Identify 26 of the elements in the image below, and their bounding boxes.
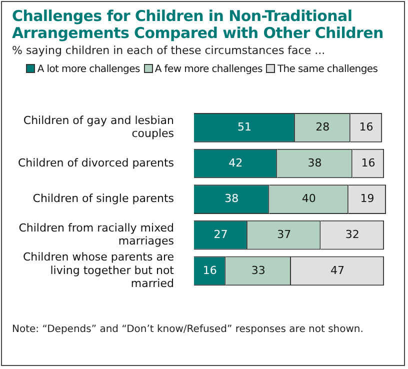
y-tick-label: Children from racially mixed marriages bbox=[18, 221, 174, 248]
data-label: 32 bbox=[345, 228, 360, 241]
chart-subtitle: % saying children in each of these circumstances face ... bbox=[12, 44, 326, 57]
data-label: 38 bbox=[308, 156, 322, 170]
data-label: 37 bbox=[277, 228, 292, 241]
text: Note: “Depends” and “Don’t know/Refused” responses are not shown. bbox=[12, 324, 364, 335]
data-label: 40 bbox=[302, 192, 316, 206]
data-label: 19 bbox=[360, 192, 374, 206]
data-label: 28 bbox=[316, 120, 330, 134]
y-tick-label: Children of gay and lesbian couples bbox=[23, 114, 174, 140]
y-tick-label: Children of divorced parents bbox=[18, 156, 174, 170]
data-label: 42 bbox=[228, 156, 243, 170]
data-label: 38 bbox=[224, 192, 239, 206]
data-label: 51 bbox=[237, 120, 252, 134]
y-tick-label: Children of single parents bbox=[32, 192, 174, 206]
data-label: 47 bbox=[330, 264, 345, 277]
data-label: 16 bbox=[202, 264, 217, 277]
legend-label: A few more challenges bbox=[154, 64, 262, 75]
legend-label: The same challenges bbox=[277, 64, 378, 75]
data-label: 33 bbox=[251, 264, 266, 277]
data-label: 16 bbox=[361, 156, 376, 170]
legend-label: A lot more challenges bbox=[37, 64, 140, 75]
data-label: 27 bbox=[214, 228, 228, 241]
chart-title: Challenges for Children in Non-Traditional Arrangements Compared with Other Children bbox=[12, 7, 384, 42]
data-label: 16 bbox=[359, 120, 374, 134]
y-tick-label: Children whose parents are living together but not married bbox=[22, 250, 175, 290]
